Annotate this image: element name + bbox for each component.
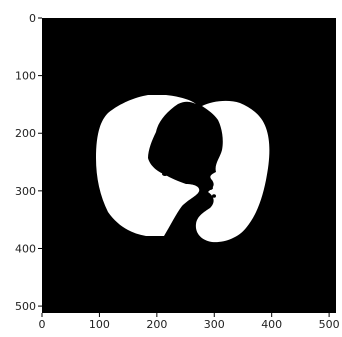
- y-axis-ticks: [38, 17, 42, 307]
- y-axis-tick-labels: 0 100 200 300 400 500: [15, 12, 36, 313]
- y-tick-label: 100: [15, 70, 36, 83]
- y-tick-label: 200: [15, 127, 36, 140]
- x-axis-ticks: [41, 313, 330, 317]
- mask-hole: [207, 186, 213, 190]
- y-tick-label: 0: [29, 12, 36, 25]
- x-axis-tick-labels: 0 100 200 300 400 500: [39, 318, 340, 331]
- mask-hole: [162, 172, 168, 176]
- x-tick-label: 100: [89, 318, 110, 331]
- y-tick-label: 400: [15, 242, 36, 255]
- left-lung-mask: [96, 95, 200, 236]
- x-tick-label: 300: [204, 318, 225, 331]
- right-lung-mask: [195, 100, 270, 243]
- mask-hole: [212, 194, 216, 198]
- x-tick-label: 400: [261, 318, 282, 331]
- y-tick-label: 300: [15, 185, 36, 198]
- mask-background: [42, 18, 336, 313]
- x-tick-label: 500: [319, 318, 340, 331]
- image-panel: [42, 18, 336, 313]
- mask-hole: [201, 194, 207, 198]
- x-tick-label: 200: [146, 318, 167, 331]
- x-tick-label: 0: [39, 318, 46, 331]
- y-tick-label: 500: [15, 300, 36, 313]
